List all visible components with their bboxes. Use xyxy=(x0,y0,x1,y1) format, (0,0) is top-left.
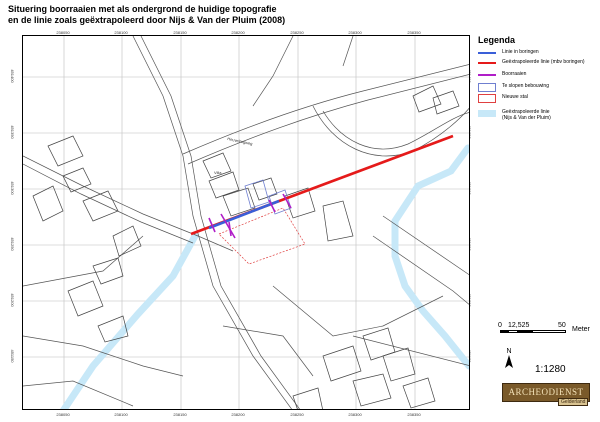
linie-in-boringen-blue xyxy=(208,199,280,230)
x-tick-bottom: 238350 xyxy=(407,412,421,417)
y-tick-left: 451200 xyxy=(10,293,15,307)
map-frame[interactable]: Heuvelrugweg Villa xyxy=(22,35,470,410)
y-tick-left: 451400 xyxy=(10,69,15,83)
map-title: Situering boorraaien met als ondergrond … xyxy=(8,4,285,26)
archeodienst-logo: ARCHEODIENST xyxy=(502,383,590,402)
y-tick-left: 451150 xyxy=(10,349,15,363)
new-stable-outline xyxy=(218,207,306,265)
legend-label: Geëxtrapoleerde linie (mbv boringen) xyxy=(502,59,585,65)
x-tick-top: 238150 xyxy=(173,30,187,35)
red-box-symbol xyxy=(478,94,496,103)
legend-label: Geëxtrapoleerde linie (Nijs & Van der Pl… xyxy=(502,109,551,121)
x-tick-top: 238100 xyxy=(114,30,128,35)
x-tick-top: 238200 xyxy=(231,30,245,35)
blue-line-symbol xyxy=(478,49,496,57)
x-tick-bottom: 238250 xyxy=(290,412,304,417)
x-tick-bottom: 238100 xyxy=(114,412,128,417)
legend-item-te-slopen: Te slopen bebouwing xyxy=(478,83,549,92)
scale-graphic xyxy=(500,330,566,333)
legend-item-nieuwe-stal: Nieuwe stal xyxy=(478,94,528,103)
legend-item-extrapolated-line: Geëxtrapoleerde linie (mbv boringen) xyxy=(478,59,585,67)
blue-box-symbol xyxy=(478,83,496,92)
x-tick-bottom: 238050 xyxy=(56,412,70,417)
purple-line-symbol xyxy=(478,71,496,79)
topographic-map xyxy=(23,36,469,409)
north-arrow-icon xyxy=(505,355,513,368)
scale-label: 0 xyxy=(498,322,502,329)
x-tick-top: 238050 xyxy=(56,30,70,35)
x-tick-top: 238250 xyxy=(290,30,304,35)
extrapolated-linie-band xyxy=(60,144,469,409)
legend-label: Boorraaien xyxy=(502,71,527,77)
legend: Legenda Linie in boringen Geëxtrapoleerd… xyxy=(478,35,596,121)
scale-unit: Meter xyxy=(572,326,590,333)
buildings xyxy=(32,85,460,409)
villa-label: Villa xyxy=(214,170,222,175)
y-tick-left: 451250 xyxy=(10,237,15,251)
x-tick-bottom: 238200 xyxy=(231,412,245,417)
y-tick-left: 451300 xyxy=(10,181,15,195)
x-tick-top: 238350 xyxy=(407,30,421,35)
legend-item-boorraaien: Boorraaien xyxy=(478,71,526,79)
red-line-symbol xyxy=(478,59,496,67)
legend-item-linie-in-boringen: Linie in boringen xyxy=(478,49,539,57)
scale-ratio: 1:1280 xyxy=(535,364,566,375)
legend-label: Linie in boringen xyxy=(502,49,539,55)
legend-item-nijs-linie: Geëxtrapoleerde linie (Nijs & Van der Pl… xyxy=(478,109,551,121)
north-label: N xyxy=(506,348,512,355)
north-arrow: N xyxy=(504,348,514,371)
title-line-2: en de linie zoals geëxtrapoleerd door Ni… xyxy=(8,15,286,25)
scale-label: 50 xyxy=(558,322,566,329)
legend-label: Te slopen bebouwing xyxy=(502,83,549,89)
coordinate-grid xyxy=(23,36,469,409)
y-tick-left: 451350 xyxy=(10,125,15,139)
legend-label: Nieuwe stal xyxy=(502,94,528,100)
drill-transects xyxy=(208,193,292,239)
x-tick-bottom: 238150 xyxy=(173,412,187,417)
light-blue-band-symbol xyxy=(478,109,496,117)
archeodienst-logo-subtext: Gelderland xyxy=(558,398,589,406)
scale-label: 12,525 xyxy=(508,322,530,329)
x-tick-top: 238300 xyxy=(348,30,362,35)
x-tick-bottom: 238300 xyxy=(348,412,362,417)
legend-title: Legenda xyxy=(478,35,516,45)
title-line-1: Situering boorraaien met als ondergrond … xyxy=(8,4,277,14)
